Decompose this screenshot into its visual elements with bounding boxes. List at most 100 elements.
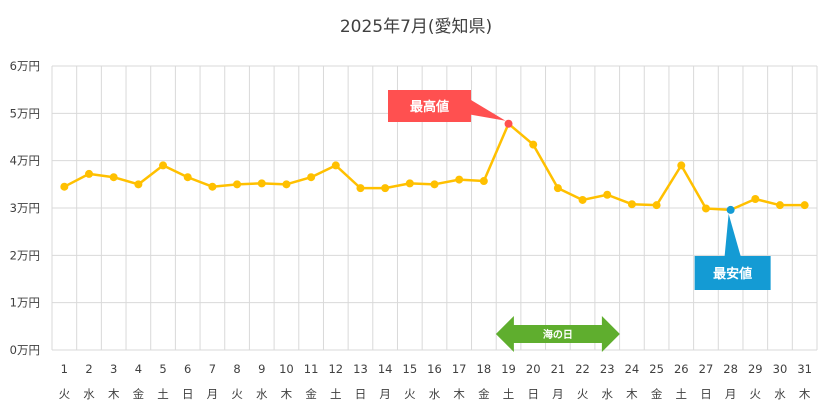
data-point: [553, 184, 562, 193]
y-tick-label: 2万円: [10, 248, 40, 262]
x-tick-weekday: 月: [379, 387, 391, 401]
data-point: [405, 179, 414, 188]
x-tick-day: 6: [184, 362, 191, 376]
x-tick-day: 31: [797, 362, 812, 376]
x-tick-day: 5: [159, 362, 166, 376]
x-tick-weekday: 月: [725, 387, 737, 401]
x-tick-weekday: 日: [182, 387, 194, 401]
data-point: [603, 190, 612, 199]
x-tick-day: 12: [328, 362, 343, 376]
y-tick-label: 6万円: [10, 59, 40, 73]
data-point: [751, 195, 760, 204]
x-tick-day: 20: [526, 362, 541, 376]
x-tick-weekday: 金: [478, 387, 490, 401]
x-tick-weekday: 木: [799, 387, 811, 401]
x-tick-day: 25: [649, 362, 664, 376]
data-point: [233, 180, 242, 189]
x-tick-day: 24: [625, 362, 640, 376]
x-tick-day: 17: [452, 362, 467, 376]
y-axis: 0万円 1万円 2万円 3万円 4万円 5万円 6万円: [10, 59, 40, 357]
min-callout-pointer: [724, 213, 741, 256]
x-tick-day: 11: [304, 362, 319, 376]
x-tick-day: 4: [135, 362, 142, 376]
x-tick-day: 26: [674, 362, 689, 376]
x-tick-weekday: 金: [651, 387, 663, 401]
x-tick-weekday: 火: [577, 387, 589, 401]
data-point: [430, 180, 439, 189]
x-tick-day: 19: [501, 362, 516, 376]
y-tick-label: 1万円: [10, 296, 40, 310]
holiday-arrow: [495, 316, 620, 352]
x-tick-day: 30: [773, 362, 788, 376]
x-tick-day: 1: [61, 362, 68, 376]
data-point: [282, 180, 291, 189]
data-point: [504, 119, 513, 128]
x-tick-day: 22: [575, 362, 590, 376]
max-callout-label: 最高値: [410, 99, 449, 115]
x-tick-weekday: 木: [108, 387, 120, 401]
data-points: [60, 119, 809, 214]
x-tick-weekday: 土: [157, 387, 169, 401]
data-point: [381, 184, 390, 193]
x-tick-weekday: 日: [527, 387, 539, 401]
x-tick-weekday: 木: [626, 387, 638, 401]
x-tick-day: 2: [85, 362, 92, 376]
data-point: [257, 179, 266, 188]
y-tick-label: 4万円: [10, 154, 40, 168]
x-tick-weekday: 土: [676, 387, 688, 401]
x-tick-day: 7: [209, 362, 216, 376]
x-tick-weekday: 火: [404, 387, 416, 401]
x-tick-weekday: 木: [453, 387, 465, 401]
x-tick-day: 23: [600, 362, 615, 376]
y-tick-label: 0万円: [10, 343, 40, 357]
data-point: [701, 204, 710, 213]
x-tick-day: 3: [110, 362, 117, 376]
max-callout-box: [388, 90, 471, 122]
data-point: [529, 140, 538, 149]
x-tick-weekday: 月: [552, 387, 564, 401]
x-tick-weekday: 火: [750, 387, 762, 401]
data-point: [208, 182, 217, 191]
x-tick-day: 27: [699, 362, 714, 376]
y-tick-label: 3万円: [10, 201, 40, 215]
data-point: [800, 201, 809, 210]
chart-title: 2025年7月(愛知県): [340, 17, 492, 37]
data-point: [455, 175, 464, 184]
x-tick-day: 13: [353, 362, 368, 376]
data-point: [60, 182, 69, 191]
x-tick-day: 29: [748, 362, 763, 376]
x-tick-weekday: 水: [83, 387, 95, 401]
x-tick-day: 18: [477, 362, 492, 376]
y-tick-label: 5万円: [10, 106, 40, 120]
data-point: [183, 173, 192, 182]
data-point: [159, 161, 168, 170]
data-point: [331, 161, 340, 170]
x-tick-day: 28: [723, 362, 738, 376]
data-point: [652, 201, 661, 210]
max-callout-pointer: [467, 100, 506, 121]
min-callout-box: [694, 256, 771, 290]
x-tick-day: 9: [258, 362, 265, 376]
grid: [51, 65, 818, 351]
x-axis: 1火2水3木4金5土6日7月8火9水10木11金12土13日14月15火16水1…: [59, 362, 812, 401]
data-point: [109, 173, 118, 182]
data-point: [578, 195, 587, 204]
x-tick-day: 16: [427, 362, 442, 376]
x-tick-weekday: 水: [601, 387, 613, 401]
x-tick-weekday: 金: [133, 387, 145, 401]
x-tick-weekday: 月: [207, 387, 219, 401]
x-tick-weekday: 日: [700, 387, 712, 401]
x-tick-day: 21: [551, 362, 566, 376]
data-point: [356, 184, 365, 193]
x-tick-weekday: 水: [256, 387, 268, 401]
data-point: [627, 200, 636, 209]
data-point: [307, 173, 316, 182]
x-tick-weekday: 土: [503, 387, 515, 401]
x-tick-weekday: 日: [355, 387, 367, 401]
x-tick-day: 15: [403, 362, 418, 376]
x-tick-day: 10: [279, 362, 294, 376]
x-tick-weekday: 水: [429, 387, 441, 401]
data-point: [677, 161, 686, 170]
